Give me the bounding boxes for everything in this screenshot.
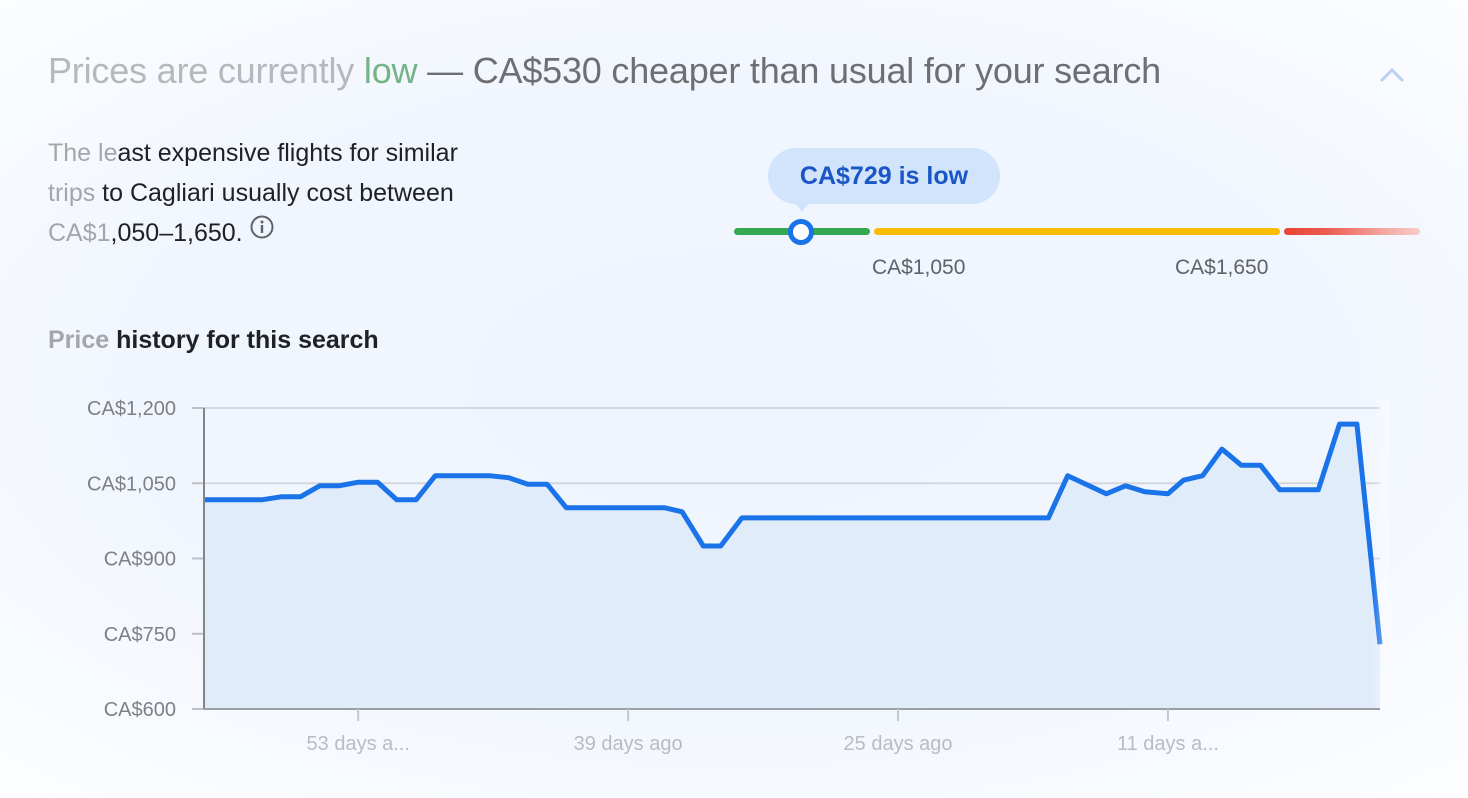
- desc-line1: ast expensive flights for similar: [117, 139, 458, 167]
- y-tick-label: CA$600: [104, 699, 176, 721]
- price-area-fill: [204, 424, 1380, 709]
- desc-line1-fade: The le: [48, 139, 118, 167]
- y-tick-label: CA$1,200: [87, 398, 176, 420]
- high-price-segment: [1284, 228, 1420, 235]
- y-tick-label: CA$900: [104, 549, 176, 571]
- price-range-description: The least expensive flights for similar …: [48, 133, 568, 253]
- x-axis-labels: 53 days a... 39 days ago 25 days ago 11 day…: [307, 709, 1219, 755]
- headline-prefix: Prices are currently: [48, 50, 364, 91]
- desc-line3: ,050–1,650.: [110, 219, 243, 247]
- desc-line2-fade: trips: [48, 179, 96, 207]
- x-tick-label: 39 days ago: [574, 733, 683, 755]
- history-title-fade: Price: [48, 326, 117, 354]
- y-tick-label: CA$1,050: [87, 473, 176, 495]
- price-status-headline: Prices are currently low — CA$530 cheape…: [48, 50, 1161, 92]
- y-tick-label: CA$750: [104, 624, 176, 646]
- x-tick-label: 53 days a...: [307, 733, 410, 755]
- collapse-button[interactable]: [1372, 58, 1412, 92]
- x-tick-label: 25 days ago: [844, 733, 953, 755]
- low-threshold-label: CA$1,050: [872, 256, 966, 279]
- desc-line3-fade: CA$1: [48, 219, 111, 247]
- chart-right-fade: [1240, 400, 1390, 712]
- price-status-low: low: [363, 50, 418, 91]
- history-title-rest: history for this search: [116, 326, 379, 354]
- current-price-marker: [788, 219, 814, 245]
- bubble-tail: [794, 202, 810, 212]
- current-price-bubble: CA$729 is low: [768, 148, 1000, 204]
- y-axis-labels: CA$1,200 CA$1,050 CA$900 CA$750 CA$600: [87, 398, 176, 721]
- chevron-up-icon: [1379, 67, 1405, 83]
- x-tick-label: 11 days a...: [1117, 733, 1219, 755]
- desc-line2: to Cagliari usually cost between: [95, 179, 454, 207]
- price-range-gauge: CA$729 is low CA$1,050 CA$1,650: [734, 146, 1424, 286]
- high-threshold-label: CA$1,650: [1175, 256, 1269, 279]
- typical-price-segment: [874, 228, 1280, 235]
- price-history-title: Price history for this search: [48, 326, 379, 355]
- headline-suffix: — CA$530 cheaper than usual for your sea…: [417, 50, 1161, 91]
- info-icon[interactable]: [249, 212, 275, 252]
